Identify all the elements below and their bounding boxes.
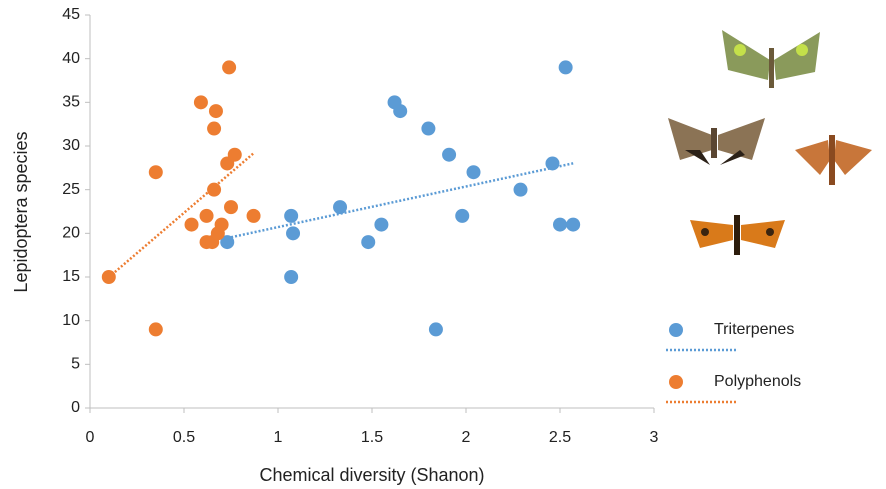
x-tick-label: 2 — [462, 429, 471, 446]
x-tick-label: 1 — [274, 429, 283, 446]
data-point — [101, 270, 116, 284]
data-point — [227, 147, 242, 162]
data-point — [246, 208, 261, 223]
data-point — [284, 208, 299, 223]
data-point — [442, 147, 457, 162]
x-tick-label: 3 — [650, 429, 659, 446]
trendline — [226, 162, 574, 240]
data-point — [393, 104, 408, 119]
legend-marker — [669, 323, 683, 337]
data-point — [220, 235, 235, 250]
x-tick-label: 0 — [86, 429, 95, 446]
y-tick-label: 40 — [62, 50, 80, 67]
x-tick-label: 2.5 — [549, 429, 571, 446]
y-axis-title: Lepidoptera species — [11, 131, 31, 292]
y-tick-label: 15 — [62, 268, 80, 285]
data-point — [428, 322, 443, 337]
legend-label: Polyphenols — [714, 373, 801, 390]
moth-image — [795, 135, 872, 185]
y-tick-label: 35 — [62, 94, 80, 111]
data-point — [222, 60, 237, 75]
data-point — [566, 217, 581, 232]
legend-label: Triterpenes — [714, 321, 794, 338]
data-point — [455, 208, 470, 223]
data-point — [333, 200, 348, 215]
x-axis-title: Chemical diversity (Shanon) — [259, 465, 484, 485]
y-tick-label: 5 — [71, 356, 80, 373]
y-tick-label: 10 — [62, 312, 80, 329]
data-point — [545, 156, 560, 171]
y-tick-label: 0 — [71, 399, 80, 416]
legend-marker — [669, 375, 683, 389]
data-point — [208, 104, 223, 119]
data-point — [284, 270, 299, 284]
x-tick-label: 0.5 — [173, 429, 195, 446]
data-point — [361, 235, 376, 250]
data-point — [224, 200, 238, 215]
data-point — [513, 182, 528, 197]
moth-image — [722, 30, 820, 88]
data-point — [193, 95, 208, 110]
data-point — [199, 208, 214, 223]
data-point — [184, 217, 199, 232]
moth-images — [668, 30, 872, 255]
y-tick-label: 45 — [62, 6, 80, 23]
x-tick-label: 1.5 — [361, 429, 383, 446]
y-tick-label: 25 — [62, 181, 80, 198]
data-point — [207, 121, 222, 136]
y-tick-label: 20 — [62, 225, 80, 242]
moth-image — [668, 118, 765, 165]
data-point — [148, 165, 163, 180]
data-point — [214, 217, 229, 232]
y-tick-label: 30 — [62, 137, 80, 154]
moth-image — [690, 215, 785, 255]
data-point — [207, 182, 222, 197]
data-point — [466, 165, 481, 180]
data-point — [553, 217, 567, 232]
data-point — [558, 60, 573, 75]
data-point — [286, 226, 301, 241]
data-point — [421, 121, 436, 136]
trendline — [107, 152, 255, 279]
data-point — [374, 217, 389, 232]
data-point — [148, 322, 163, 337]
